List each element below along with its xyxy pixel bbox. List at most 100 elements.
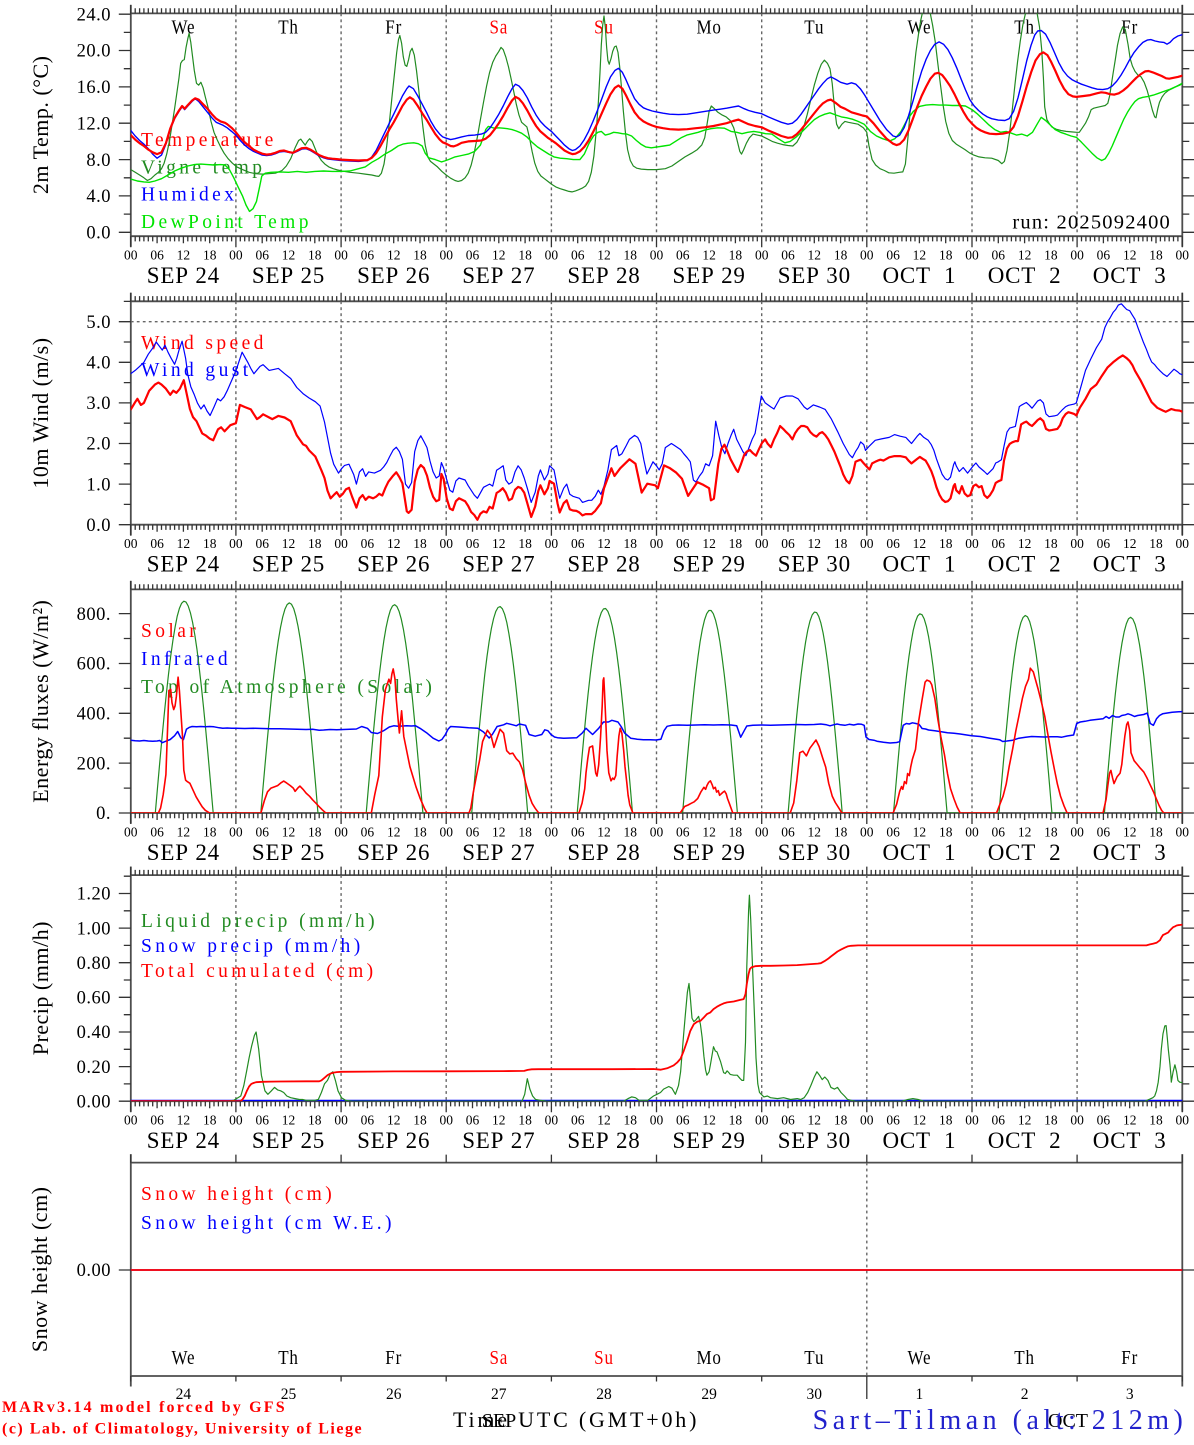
- svg-text:06: 06: [676, 536, 690, 551]
- svg-text:00: 00: [229, 825, 243, 840]
- svg-text:00: 00: [755, 536, 769, 551]
- svg-text:Snow height (cm): Snow height (cm): [27, 1186, 52, 1352]
- svg-text:0.60: 0.60: [77, 989, 111, 1009]
- svg-text:12: 12: [1018, 825, 1032, 840]
- svg-text:12: 12: [913, 825, 927, 840]
- svg-text:Top of Atmosphere (Solar): Top of Atmosphere (Solar): [141, 677, 435, 698]
- svg-text:2: 2: [1021, 1386, 1029, 1403]
- svg-text:00: 00: [965, 536, 979, 551]
- svg-text:28: 28: [596, 1386, 612, 1403]
- svg-text:06: 06: [255, 536, 269, 551]
- svg-text:06: 06: [150, 248, 164, 263]
- svg-text:Solar: Solar: [141, 621, 199, 642]
- svg-text:1.20: 1.20: [77, 885, 111, 905]
- svg-text:SEP 28: SEP 28: [567, 552, 640, 577]
- svg-text:18: 18: [203, 825, 217, 840]
- svg-text:Energy fluxes (W/m²): Energy fluxes (W/m²): [28, 600, 53, 803]
- svg-text:00: 00: [965, 248, 979, 263]
- svg-text:12: 12: [808, 248, 822, 263]
- svg-text:Tu: Tu: [804, 1347, 824, 1370]
- svg-text:Mo: Mo: [696, 1347, 721, 1370]
- svg-text:SEP 26: SEP 26: [357, 1128, 430, 1153]
- svg-text:06: 06: [466, 536, 480, 551]
- svg-text:OCT 3: OCT 3: [1093, 263, 1167, 288]
- svg-text:06: 06: [150, 1113, 164, 1128]
- svg-text:OCT 2: OCT 2: [988, 552, 1062, 577]
- svg-text:Wind speed: Wind speed: [141, 333, 267, 354]
- svg-text:06: 06: [1097, 248, 1111, 263]
- svg-text:12: 12: [597, 248, 611, 263]
- svg-text:0.80: 0.80: [77, 954, 111, 974]
- svg-text:18: 18: [834, 825, 848, 840]
- svg-text:0.0: 0.0: [86, 224, 111, 244]
- svg-text:06: 06: [466, 825, 480, 840]
- svg-text:Snow precip (mm/h): Snow precip (mm/h): [141, 936, 364, 957]
- svg-text:00: 00: [1176, 825, 1190, 840]
- svg-text:Th: Th: [278, 1347, 299, 1370]
- svg-text:Total cumulated (cm): Total cumulated (cm): [141, 961, 377, 982]
- svg-text:MARv3.14 model forced by GFS: MARv3.14 model forced by GFS: [2, 1399, 287, 1416]
- svg-text:2m Temp. (°C): 2m Temp. (°C): [28, 55, 53, 194]
- svg-text:12: 12: [702, 825, 716, 840]
- svg-text:1: 1: [916, 1386, 924, 1403]
- svg-text:run: 2025092400: run: 2025092400: [1012, 211, 1171, 233]
- svg-text:12: 12: [808, 1113, 822, 1128]
- svg-text:18: 18: [624, 248, 638, 263]
- svg-text:400.: 400.: [77, 705, 111, 725]
- svg-text:Sart–Tilman (alt: 212m): Sart–Tilman (alt: 212m): [813, 1405, 1188, 1436]
- svg-text:00: 00: [860, 825, 874, 840]
- svg-text:12: 12: [282, 1113, 296, 1128]
- svg-text:12: 12: [282, 825, 296, 840]
- svg-text:12: 12: [597, 536, 611, 551]
- svg-text:0.00: 0.00: [77, 1261, 111, 1281]
- svg-text:12: 12: [913, 248, 927, 263]
- svg-text:Snow height (cm W.E.): Snow height (cm W.E.): [141, 1213, 395, 1234]
- svg-text:12: 12: [177, 825, 191, 840]
- svg-text:06: 06: [571, 536, 585, 551]
- svg-text:12: 12: [808, 536, 822, 551]
- svg-text:06: 06: [676, 248, 690, 263]
- svg-text:06: 06: [466, 1113, 480, 1128]
- svg-text:Time UTC (GMT+0h): Time UTC (GMT+0h): [453, 1407, 699, 1432]
- svg-text:12: 12: [177, 536, 191, 551]
- svg-text:06: 06: [361, 536, 375, 551]
- svg-text:0.40: 0.40: [77, 1023, 111, 1043]
- svg-text:12: 12: [492, 248, 506, 263]
- svg-text:3: 3: [1126, 1386, 1134, 1403]
- svg-text:2.0: 2.0: [86, 435, 111, 455]
- svg-text:18: 18: [1149, 825, 1163, 840]
- svg-text:06: 06: [466, 248, 480, 263]
- svg-text:12: 12: [282, 248, 296, 263]
- svg-text:00: 00: [229, 248, 243, 263]
- svg-text:OCT 2: OCT 2: [988, 840, 1062, 865]
- svg-text:Temperature: Temperature: [141, 130, 277, 151]
- svg-text:Su: Su: [594, 16, 614, 39]
- svg-text:Fr: Fr: [1121, 1347, 1138, 1370]
- svg-text:12: 12: [1123, 1113, 1137, 1128]
- svg-text:OCT 1: OCT 1: [882, 263, 956, 288]
- svg-text:00: 00: [334, 1113, 348, 1128]
- svg-text:18: 18: [729, 536, 743, 551]
- svg-text:Th: Th: [1014, 1347, 1035, 1370]
- svg-text:06: 06: [255, 248, 269, 263]
- svg-text:00: 00: [545, 248, 559, 263]
- svg-text:18: 18: [413, 248, 427, 263]
- svg-text:00: 00: [334, 825, 348, 840]
- svg-text:06: 06: [1097, 536, 1111, 551]
- svg-text:OCT 1: OCT 1: [882, 840, 956, 865]
- svg-text:06: 06: [992, 536, 1006, 551]
- svg-text:18: 18: [939, 1113, 953, 1128]
- svg-text:OCT 2: OCT 2: [988, 263, 1062, 288]
- svg-text:Fr: Fr: [385, 16, 402, 39]
- svg-text:SEP 24: SEP 24: [147, 263, 220, 288]
- svg-text:Su: Su: [594, 1347, 614, 1370]
- svg-text:24: 24: [176, 1386, 192, 1403]
- svg-text:SEP 28: SEP 28: [567, 263, 640, 288]
- svg-text:SEP 26: SEP 26: [357, 263, 430, 288]
- svg-text:12: 12: [387, 536, 401, 551]
- svg-text:12: 12: [387, 825, 401, 840]
- svg-text:SEP: SEP: [482, 1410, 516, 1432]
- svg-text:12: 12: [492, 825, 506, 840]
- svg-text:18: 18: [834, 248, 848, 263]
- svg-text:00: 00: [650, 825, 664, 840]
